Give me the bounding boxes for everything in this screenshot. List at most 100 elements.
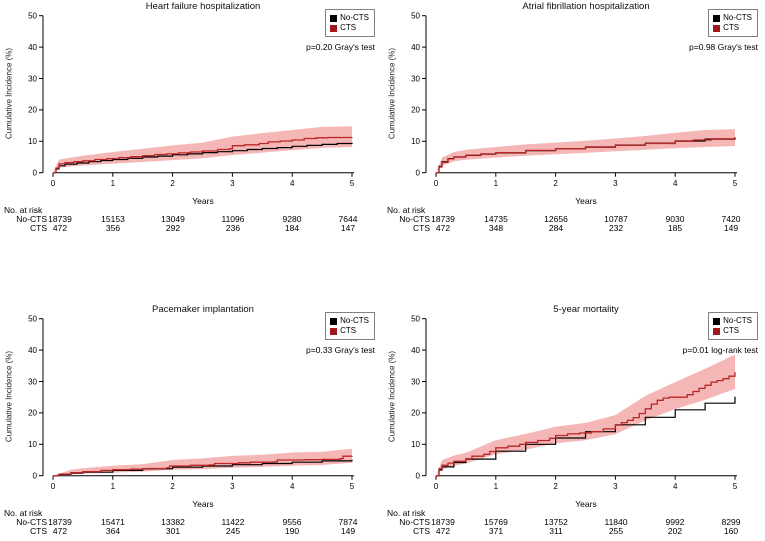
risk-count: 9280 — [282, 214, 302, 224]
y-tick-label: 10 — [411, 440, 420, 449]
y-tick-label: 30 — [411, 377, 420, 386]
x-tick-label: 5 — [733, 179, 738, 188]
no-cts-swatch-icon — [330, 14, 338, 22]
risk-count: 7874 — [338, 517, 358, 527]
legend: No-CTS CTS — [325, 312, 375, 340]
x-tick-label: 5 — [733, 482, 738, 491]
cts-confidence-band — [436, 354, 735, 476]
no-cts-swatch-icon — [713, 317, 721, 325]
panel-atrial-fibrillation-hospitalization: Atrial fibrillation hospitalization Cumu… — [383, 0, 765, 270]
risk-count: 356 — [105, 223, 121, 233]
y-tick-label: 0 — [33, 169, 38, 178]
y-tick-label: 0 — [33, 472, 38, 481]
risk-count: 15153 — [101, 214, 125, 224]
y-tick-label: 10 — [28, 440, 37, 449]
risk-count: 7644 — [338, 214, 358, 224]
plot-area: 0 10 20 30 40 50 0 1 2 3 4 5 — [28, 12, 355, 189]
x-tick-label: 2 — [170, 179, 175, 188]
risk-count: 18739 — [48, 517, 72, 527]
legend-label: CTS — [723, 326, 740, 335]
risk-row-label: No-CTS — [16, 214, 47, 224]
chart-title: Pacemaker implantation — [152, 304, 254, 315]
risk-count: 190 — [284, 526, 300, 536]
x-axis-label: Years — [575, 196, 597, 206]
x-tick-label: 4 — [290, 482, 295, 491]
risk-count: 7420 — [721, 214, 741, 224]
plot-area: 0 10 20 30 40 50 0 1 2 3 4 5 — [411, 315, 738, 492]
legend: No-CTS CTS — [708, 312, 758, 340]
x-tick-label: 0 — [434, 179, 439, 188]
panel-pacemaker-implantation: Pacemaker implantation Cumulative Incide… — [0, 270, 383, 541]
x-tick-label: 0 — [51, 179, 56, 188]
risk-row-label: No-CTS — [16, 517, 47, 527]
risk-count: 14735 — [484, 214, 508, 224]
legend-entry-no-cts: No-CTS — [330, 316, 369, 326]
risk-row-cts: CTS 472 348 284 232 185 149 — [383, 223, 765, 233]
cts-confidence-band — [53, 126, 352, 173]
risk-count: 160 — [723, 526, 739, 536]
risk-row-no-cts: No-CTS 18739 14735 12656 10787 9030 7420 — [383, 214, 765, 224]
x-tick-label: 3 — [230, 482, 235, 491]
risk-count: 13049 — [161, 214, 185, 224]
x-tick-label: 4 — [290, 179, 295, 188]
p-value-text: p=0.01 log-rank test — [682, 345, 758, 355]
risk-count: 11096 — [221, 214, 245, 224]
risk-row-label: CTS — [413, 526, 430, 536]
y-tick-label: 30 — [28, 377, 37, 386]
y-tick-label: 20 — [28, 106, 37, 115]
risk-count: 184 — [284, 223, 300, 233]
risk-count: 15769 — [484, 517, 508, 527]
y-tick-label: 10 — [28, 137, 37, 146]
legend-label: CTS — [340, 326, 357, 335]
cts-swatch-icon — [330, 24, 338, 32]
y-tick-label: 30 — [411, 74, 420, 83]
x-axis-label: Years — [192, 499, 214, 509]
x-tick-label: 2 — [170, 482, 175, 491]
legend-entry-cts: CTS — [713, 23, 752, 33]
chart-title: 5-year mortality — [553, 304, 619, 315]
risk-row-label: CTS — [413, 223, 430, 233]
x-tick-label: 0 — [51, 482, 56, 491]
risk-count: 202 — [667, 526, 683, 536]
p-value-text: p=0.33 Gray's test — [306, 345, 375, 355]
risk-row-cts: CTS 472 364 301 245 190 149 — [0, 526, 382, 536]
y-tick-label: 50 — [411, 12, 420, 21]
risk-count: 13382 — [161, 517, 185, 527]
y-tick-label: 20 — [28, 409, 37, 418]
y-tick-label: 40 — [28, 43, 37, 52]
risk-count: 364 — [105, 526, 121, 536]
risk-count: 18739 — [431, 517, 455, 527]
legend-label: CTS — [723, 23, 740, 32]
cts-confidence-band — [436, 129, 735, 173]
y-tick-label: 50 — [411, 315, 420, 324]
y-tick-label: 20 — [411, 106, 420, 115]
plot-area: 0 10 20 30 40 50 0 1 2 3 4 5 — [28, 315, 355, 492]
risk-count: 284 — [548, 223, 564, 233]
y-tick-label: 30 — [28, 74, 37, 83]
risk-count: 18739 — [431, 214, 455, 224]
x-tick-label: 2 — [553, 482, 558, 491]
cts-swatch-icon — [713, 327, 721, 335]
risk-row-label: CTS — [30, 223, 47, 233]
legend: No-CTS CTS — [325, 9, 375, 37]
risk-count: 236 — [225, 223, 241, 233]
legend-entry-no-cts: No-CTS — [713, 316, 752, 326]
panel-5-year-mortality: 5-year mortality Cumulative Incidence (%… — [383, 270, 765, 541]
risk-count: 15471 — [101, 517, 125, 527]
risk-count: 472 — [52, 223, 68, 233]
legend-label: No-CTS — [340, 13, 369, 22]
risk-count: 348 — [488, 223, 504, 233]
risk-count: 9992 — [665, 517, 685, 527]
y-tick-label: 40 — [28, 346, 37, 355]
legend-label: No-CTS — [723, 13, 752, 22]
y-tick-label: 40 — [411, 346, 420, 355]
risk-count: 149 — [723, 223, 739, 233]
x-tick-label: 1 — [111, 482, 116, 491]
x-tick-label: 2 — [553, 179, 558, 188]
x-tick-label: 5 — [350, 482, 355, 491]
y-tick-label: 20 — [411, 409, 420, 418]
series-cts-curve — [53, 136, 353, 174]
risk-row-label: No-CTS — [399, 517, 430, 527]
risk-count: 472 — [435, 526, 451, 536]
cts-swatch-icon — [713, 24, 721, 32]
